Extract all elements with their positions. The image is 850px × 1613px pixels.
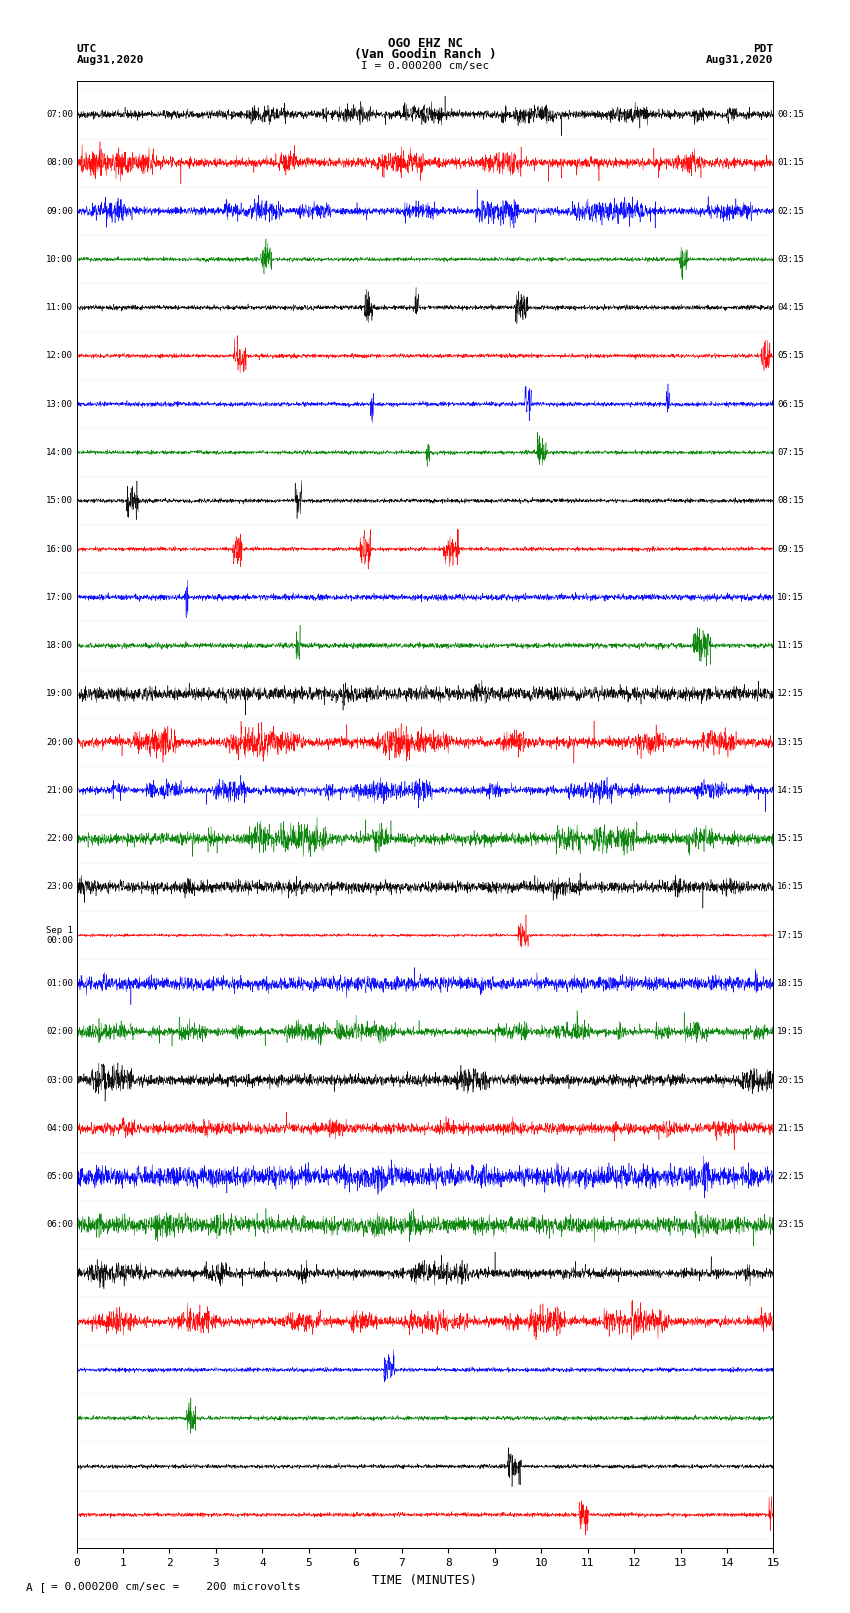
Text: 03:15: 03:15 xyxy=(777,255,804,265)
Text: UTC: UTC xyxy=(76,44,97,53)
Text: 15:15: 15:15 xyxy=(777,834,804,844)
Text: 04:00: 04:00 xyxy=(46,1124,73,1132)
Text: 12:15: 12:15 xyxy=(777,689,804,698)
Text: Aug31,2020: Aug31,2020 xyxy=(706,55,774,65)
Text: 16:00: 16:00 xyxy=(46,545,73,553)
Text: = 0.000200 cm/sec =    200 microvolts: = 0.000200 cm/sec = 200 microvolts xyxy=(51,1582,301,1592)
Text: 02:15: 02:15 xyxy=(777,206,804,216)
Text: 14:00: 14:00 xyxy=(46,448,73,456)
Text: 08:15: 08:15 xyxy=(777,497,804,505)
Text: 22:15: 22:15 xyxy=(777,1173,804,1181)
Text: 15:00: 15:00 xyxy=(46,497,73,505)
Text: 05:15: 05:15 xyxy=(777,352,804,360)
Text: OGO EHZ NC: OGO EHZ NC xyxy=(388,37,462,50)
Text: 07:15: 07:15 xyxy=(777,448,804,456)
Text: 07:00: 07:00 xyxy=(46,110,73,119)
Text: 21:15: 21:15 xyxy=(777,1124,804,1132)
Text: 22:00: 22:00 xyxy=(46,834,73,844)
Text: 12:00: 12:00 xyxy=(46,352,73,360)
Text: 01:15: 01:15 xyxy=(777,158,804,168)
Text: 09:15: 09:15 xyxy=(777,545,804,553)
Text: 00:15: 00:15 xyxy=(777,110,804,119)
Text: I = 0.000200 cm/sec: I = 0.000200 cm/sec xyxy=(361,61,489,71)
Text: 17:00: 17:00 xyxy=(46,594,73,602)
Text: 11:15: 11:15 xyxy=(777,640,804,650)
Text: 04:15: 04:15 xyxy=(777,303,804,311)
Text: 11:00: 11:00 xyxy=(46,303,73,311)
Text: 20:00: 20:00 xyxy=(46,737,73,747)
Text: Sep 1
00:00: Sep 1 00:00 xyxy=(46,926,73,945)
Text: 21:00: 21:00 xyxy=(46,786,73,795)
Text: 06:15: 06:15 xyxy=(777,400,804,408)
Text: 10:00: 10:00 xyxy=(46,255,73,265)
Text: (Van Goodin Ranch ): (Van Goodin Ranch ) xyxy=(354,48,496,61)
Text: 08:00: 08:00 xyxy=(46,158,73,168)
X-axis label: TIME (MINUTES): TIME (MINUTES) xyxy=(372,1574,478,1587)
Text: 02:00: 02:00 xyxy=(46,1027,73,1036)
Text: 03:00: 03:00 xyxy=(46,1076,73,1084)
Text: 23:15: 23:15 xyxy=(777,1221,804,1229)
Text: Aug31,2020: Aug31,2020 xyxy=(76,55,144,65)
Text: 13:15: 13:15 xyxy=(777,737,804,747)
Text: 20:15: 20:15 xyxy=(777,1076,804,1084)
Text: 18:00: 18:00 xyxy=(46,640,73,650)
Text: 19:15: 19:15 xyxy=(777,1027,804,1036)
Text: 06:00: 06:00 xyxy=(46,1221,73,1229)
Text: 17:15: 17:15 xyxy=(777,931,804,940)
Text: 18:15: 18:15 xyxy=(777,979,804,989)
Text: PDT: PDT xyxy=(753,44,774,53)
Text: 14:15: 14:15 xyxy=(777,786,804,795)
Text: 10:15: 10:15 xyxy=(777,594,804,602)
Text: 09:00: 09:00 xyxy=(46,206,73,216)
Text: 13:00: 13:00 xyxy=(46,400,73,408)
Text: 23:00: 23:00 xyxy=(46,882,73,892)
Text: 01:00: 01:00 xyxy=(46,979,73,989)
Text: 16:15: 16:15 xyxy=(777,882,804,892)
Text: 19:00: 19:00 xyxy=(46,689,73,698)
Text: 05:00: 05:00 xyxy=(46,1173,73,1181)
Text: A [: A [ xyxy=(26,1582,46,1592)
